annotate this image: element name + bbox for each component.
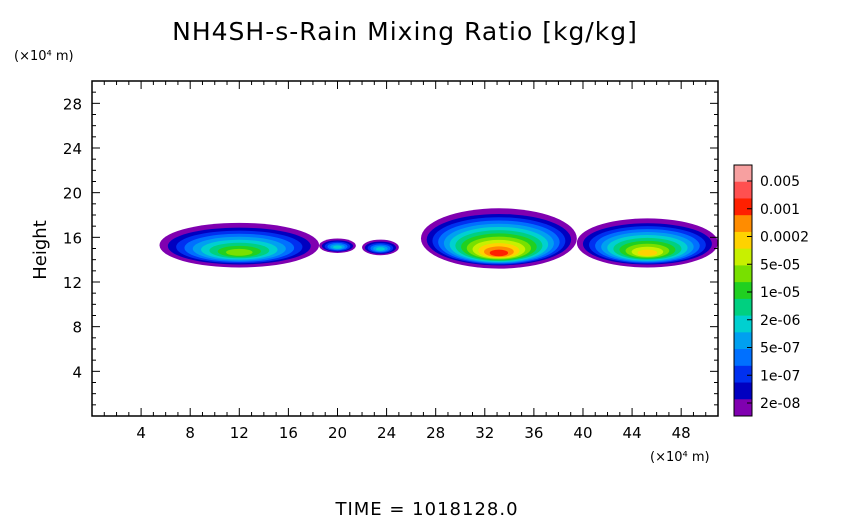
colorbar-label: 1e-05 (760, 285, 800, 301)
x-tick-label: 20 (328, 424, 347, 442)
chart-title: NH4SH-s-Rain Mixing Ratio [kg/kg] (172, 17, 638, 46)
x-tick-label: 36 (524, 424, 543, 442)
colorbar-label: 0.0002 (760, 230, 809, 246)
colorbar-swatch (734, 181, 752, 199)
colorbar-swatch (734, 248, 752, 266)
time-label: TIME = 1018128.0 (334, 499, 518, 519)
colorbar-swatch (734, 231, 752, 250)
y-axis-label: Height (30, 220, 51, 280)
colorbar-swatch (734, 215, 752, 233)
field-contour-cloud-band-center (489, 249, 509, 257)
y-tick-label: 4 (72, 363, 82, 381)
field-contour-cloud-blob-23 (375, 247, 385, 251)
y-tick-label: 16 (63, 229, 82, 247)
y-unit-label: (×10⁴ m) (14, 49, 74, 64)
colorbar-swatch (734, 382, 752, 400)
x-tick-label: 4 (136, 424, 146, 442)
x-tick-label: 12 (230, 424, 249, 442)
y-tick-label: 28 (63, 95, 82, 113)
y-tick-label: 12 (63, 274, 82, 292)
colorbar-frame (733, 164, 753, 417)
colorbar-label: 2e-06 (760, 313, 800, 329)
colorbar-label: 5e-07 (760, 341, 800, 357)
colorbar-swatch (734, 332, 752, 350)
y-tick-label: 20 (63, 185, 82, 203)
field-contour-cloud-blob-20 (333, 245, 342, 249)
x-tick-label: 16 (279, 424, 298, 442)
colorbar-swatch (734, 282, 752, 300)
mixing-ratio-field (159, 208, 718, 269)
colorbar-label: 2e-08 (760, 396, 800, 412)
x-unit-label: (×10⁴ m) (650, 450, 710, 465)
colorbar-swatch (734, 365, 752, 384)
colorbar: 0.005 0.001 0.0002 5e-05 1e-05 2e-06 5e-07 1e-0… (733, 164, 809, 417)
colorbar-swatch (734, 165, 752, 183)
y-tick-label: 24 (63, 140, 82, 158)
x-tick-label: 44 (623, 424, 642, 442)
colorbar-swatch (734, 298, 752, 317)
x-tick-label: 40 (573, 424, 592, 442)
colorbar-label: 5e-05 (760, 257, 800, 273)
colorbar-swatch (734, 349, 752, 367)
colorbar-label: 0.001 (760, 202, 800, 218)
x-tick-label: 24 (377, 424, 396, 442)
x-tick-label: 32 (475, 424, 494, 442)
field-contour-cloud-band-left (225, 248, 253, 256)
x-tick-label: 8 (185, 424, 195, 442)
colorbar-label: 0.005 (760, 174, 800, 190)
x-tick-label: 48 (672, 424, 691, 442)
colorbar-swatch (734, 315, 752, 333)
colorbar-swatch (734, 198, 752, 216)
colorbar-swatch (734, 265, 752, 283)
y-tick-label: 8 (72, 319, 82, 337)
colorbar-label: 1e-07 (760, 368, 800, 384)
field-contour-cloud-band-right (637, 249, 658, 256)
colorbar-swatch (734, 399, 752, 417)
x-tick-label: 28 (426, 424, 445, 442)
